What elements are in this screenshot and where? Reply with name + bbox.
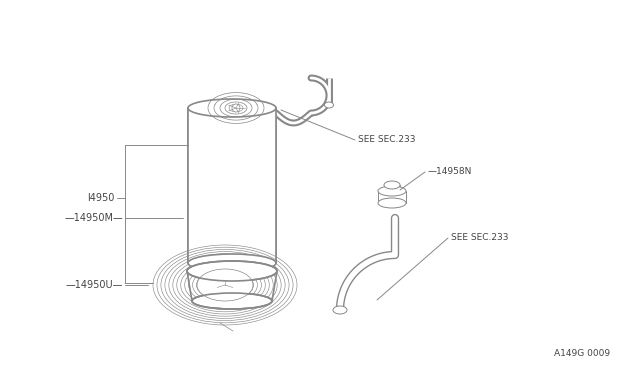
Text: —14958N: —14958N <box>428 167 472 176</box>
Ellipse shape <box>324 102 333 108</box>
Bar <box>187 271 277 301</box>
Ellipse shape <box>197 269 253 301</box>
Ellipse shape <box>378 186 406 196</box>
Text: SEE SEC.233: SEE SEC.233 <box>358 135 415 144</box>
Ellipse shape <box>378 198 406 208</box>
Text: —14950U—: —14950U— <box>66 280 123 290</box>
Text: SEE SEC.233: SEE SEC.233 <box>451 234 509 243</box>
Text: —14950M—: —14950M— <box>64 213 123 223</box>
Ellipse shape <box>188 99 276 117</box>
Bar <box>188 108 276 263</box>
Ellipse shape <box>187 261 277 281</box>
Ellipse shape <box>333 306 347 314</box>
Ellipse shape <box>188 254 276 272</box>
Text: l4950: l4950 <box>88 193 115 203</box>
Ellipse shape <box>384 181 400 189</box>
Circle shape <box>232 104 240 112</box>
Ellipse shape <box>192 293 272 309</box>
Text: A149G 0009: A149G 0009 <box>554 349 610 358</box>
